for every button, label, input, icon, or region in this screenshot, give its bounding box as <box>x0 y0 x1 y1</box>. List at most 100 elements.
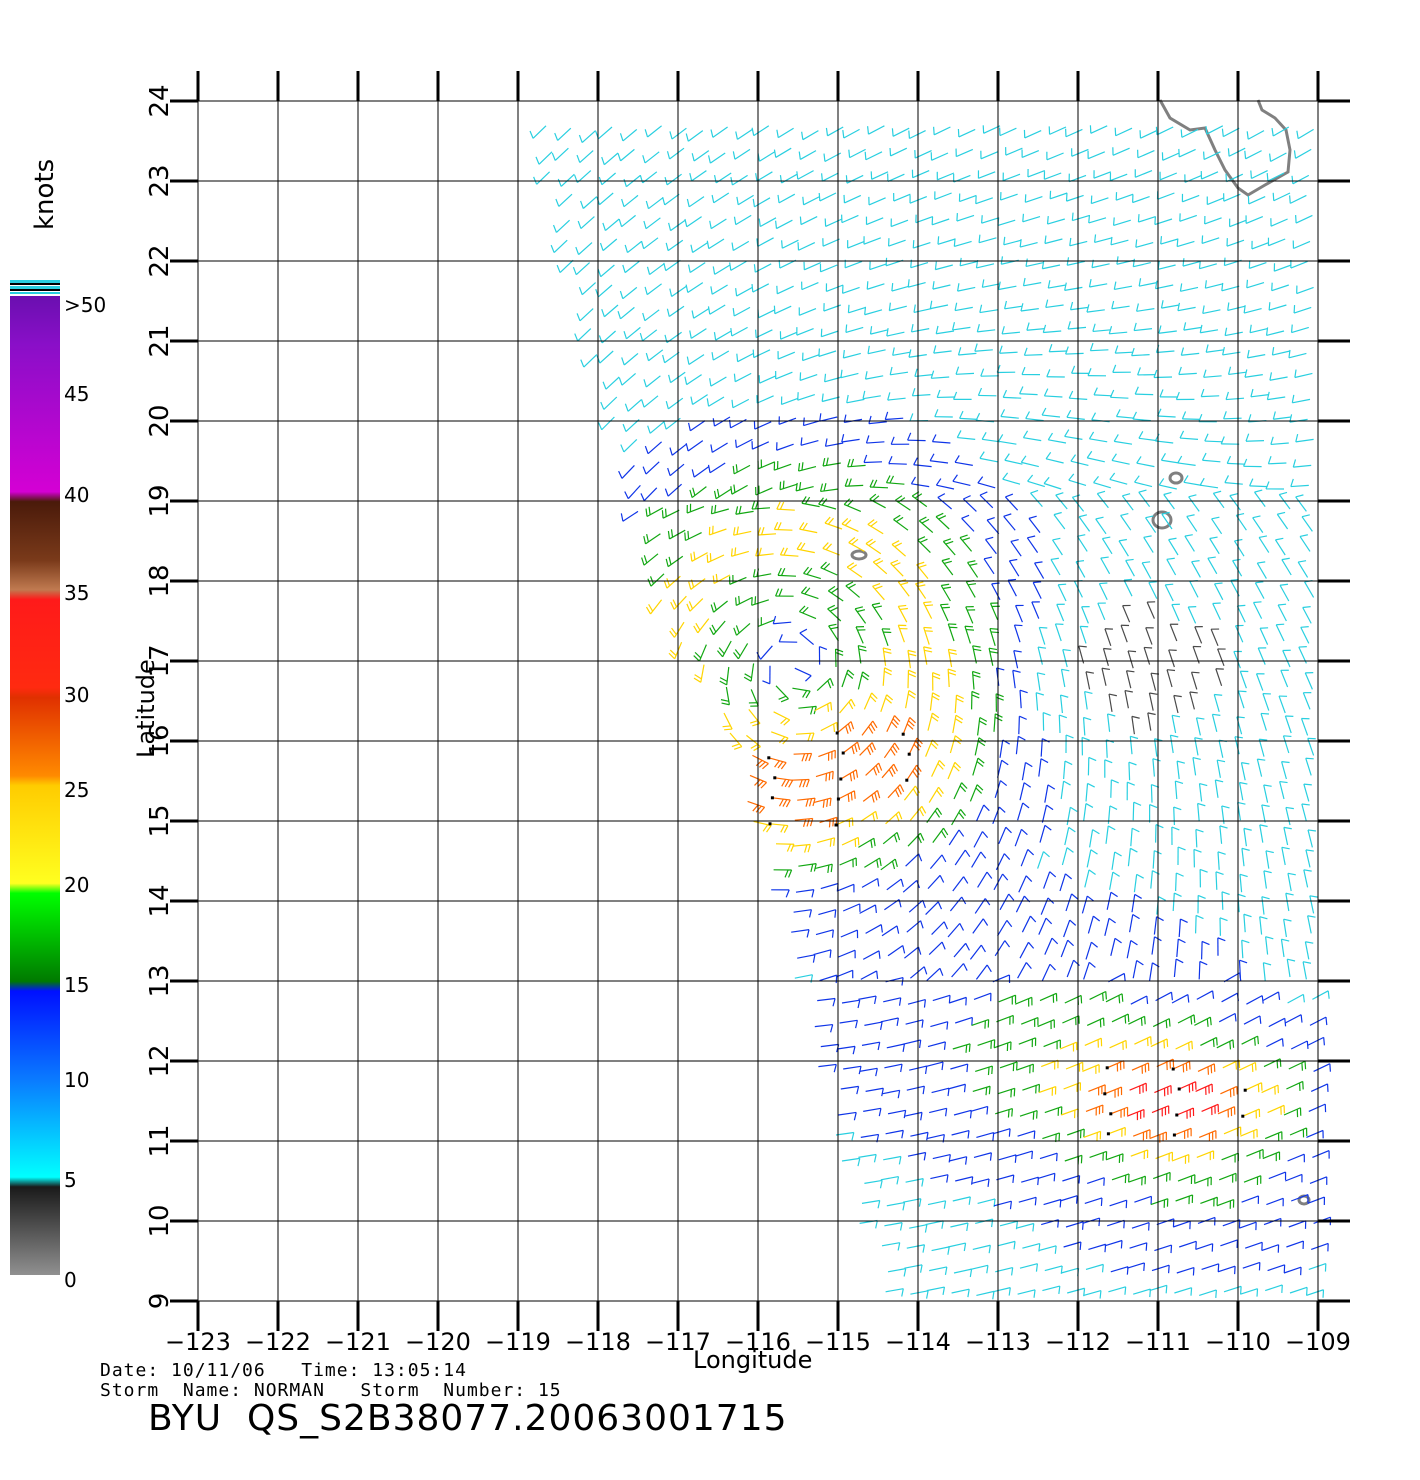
barb-shaft <box>804 262 822 271</box>
wind-barb <box>889 366 909 376</box>
barb-shaft <box>752 283 770 293</box>
wind-barb <box>1132 258 1151 268</box>
barb-flag <box>1215 1289 1217 1299</box>
wind-barb <box>752 349 771 359</box>
barb-flag <box>1261 804 1270 807</box>
barb-flag <box>955 714 964 720</box>
wind-barb <box>1302 961 1312 980</box>
wind-barb <box>1042 1285 1061 1295</box>
wind-barb <box>842 349 861 359</box>
barb-flag <box>713 332 717 341</box>
barb-flag <box>967 560 976 564</box>
barb-flag <box>1110 236 1113 245</box>
wind-barb <box>918 516 934 534</box>
wind-barb <box>668 371 686 384</box>
wind-barb <box>1219 917 1228 936</box>
barb-flag <box>1251 1063 1254 1073</box>
barb-flag <box>667 467 671 476</box>
wind-barb <box>772 615 792 625</box>
barb-shaft <box>858 837 875 848</box>
barb-shaft <box>1243 914 1246 933</box>
barb-flag <box>1021 366 1026 375</box>
barb-flag <box>729 262 732 271</box>
barb-flag <box>1202 305 1205 314</box>
barb-flag <box>932 672 941 677</box>
wind-barb <box>1241 939 1250 959</box>
barb-shaft <box>929 692 934 711</box>
wind-barb <box>1136 456 1155 468</box>
barb-shaft <box>951 809 962 826</box>
barb-shaft <box>953 1109 972 1116</box>
barb-flag <box>1191 1041 1193 1050</box>
barb-flag <box>923 626 932 629</box>
barb-shaft <box>1101 538 1113 555</box>
wind-barb <box>819 974 838 984</box>
barb-flag <box>944 1266 948 1275</box>
barb-shaft <box>1172 1060 1190 1070</box>
barb-shaft <box>926 967 941 982</box>
barb-flag <box>844 478 849 487</box>
wind-barb <box>1273 263 1292 272</box>
barb-shaft <box>1109 478 1128 485</box>
barb-shaft <box>1152 1018 1170 1028</box>
barb-shaft <box>977 871 988 888</box>
barb-shaft <box>1078 516 1091 532</box>
barb-flag <box>872 813 876 822</box>
barb-shaft <box>1179 214 1197 222</box>
wind-barb <box>949 896 967 912</box>
barb-shaft <box>779 259 797 269</box>
wind-barb <box>999 345 1018 354</box>
barb-flag <box>1134 386 1139 395</box>
barb-shaft <box>1048 284 1067 289</box>
wind-barb <box>643 533 661 545</box>
barb-flag <box>685 133 689 142</box>
wind-barb <box>799 216 818 226</box>
wind-barb <box>865 1087 884 1097</box>
barb-flag <box>936 389 941 398</box>
wind-barb <box>820 882 839 892</box>
wind-barb <box>689 328 707 339</box>
barb-shaft <box>1200 1036 1217 1046</box>
wind-barb <box>777 351 796 360</box>
wind-barb <box>843 194 862 204</box>
wind-barb <box>1111 1173 1130 1184</box>
wind-barb <box>1299 534 1311 552</box>
barb-shaft <box>1037 646 1043 665</box>
barb-flag <box>777 194 780 203</box>
barb-flag <box>757 780 764 788</box>
barb-flag <box>941 1220 944 1229</box>
wind-barb <box>845 324 864 334</box>
wind-barb <box>1223 257 1242 267</box>
barb-shaft <box>1234 625 1244 643</box>
barb-flag <box>807 733 812 742</box>
barb-shaft <box>1075 561 1086 578</box>
barb-flag <box>959 785 967 793</box>
barb-flag <box>987 1067 990 1076</box>
barb-flag <box>941 557 950 562</box>
wind-barb <box>930 152 949 161</box>
wind-barb <box>797 954 816 963</box>
wind-barb <box>779 480 798 491</box>
wind-barb <box>1003 236 1022 246</box>
barb-flag <box>666 151 671 160</box>
wind-barb <box>863 1107 882 1117</box>
barb-flag <box>1287 872 1296 876</box>
wind-barb <box>576 308 594 322</box>
barb-flag <box>689 489 693 498</box>
barb-shaft <box>1049 126 1067 135</box>
wind-barb <box>1312 1150 1330 1159</box>
wind-barb <box>1038 917 1053 935</box>
wind-barb <box>1261 1244 1280 1253</box>
barb-flag <box>1155 824 1164 829</box>
barb-shaft <box>1017 802 1024 821</box>
wind-barb <box>795 732 815 742</box>
barb-flag <box>886 328 889 337</box>
barb-flag <box>644 286 648 295</box>
barb-flag <box>943 921 949 930</box>
wind-barb <box>983 556 995 575</box>
barb-shaft <box>643 553 659 566</box>
barb-flag <box>1053 511 1062 516</box>
barb-shaft <box>818 1063 837 1068</box>
barb-flag <box>847 793 850 803</box>
barb-flag <box>1069 919 1077 926</box>
